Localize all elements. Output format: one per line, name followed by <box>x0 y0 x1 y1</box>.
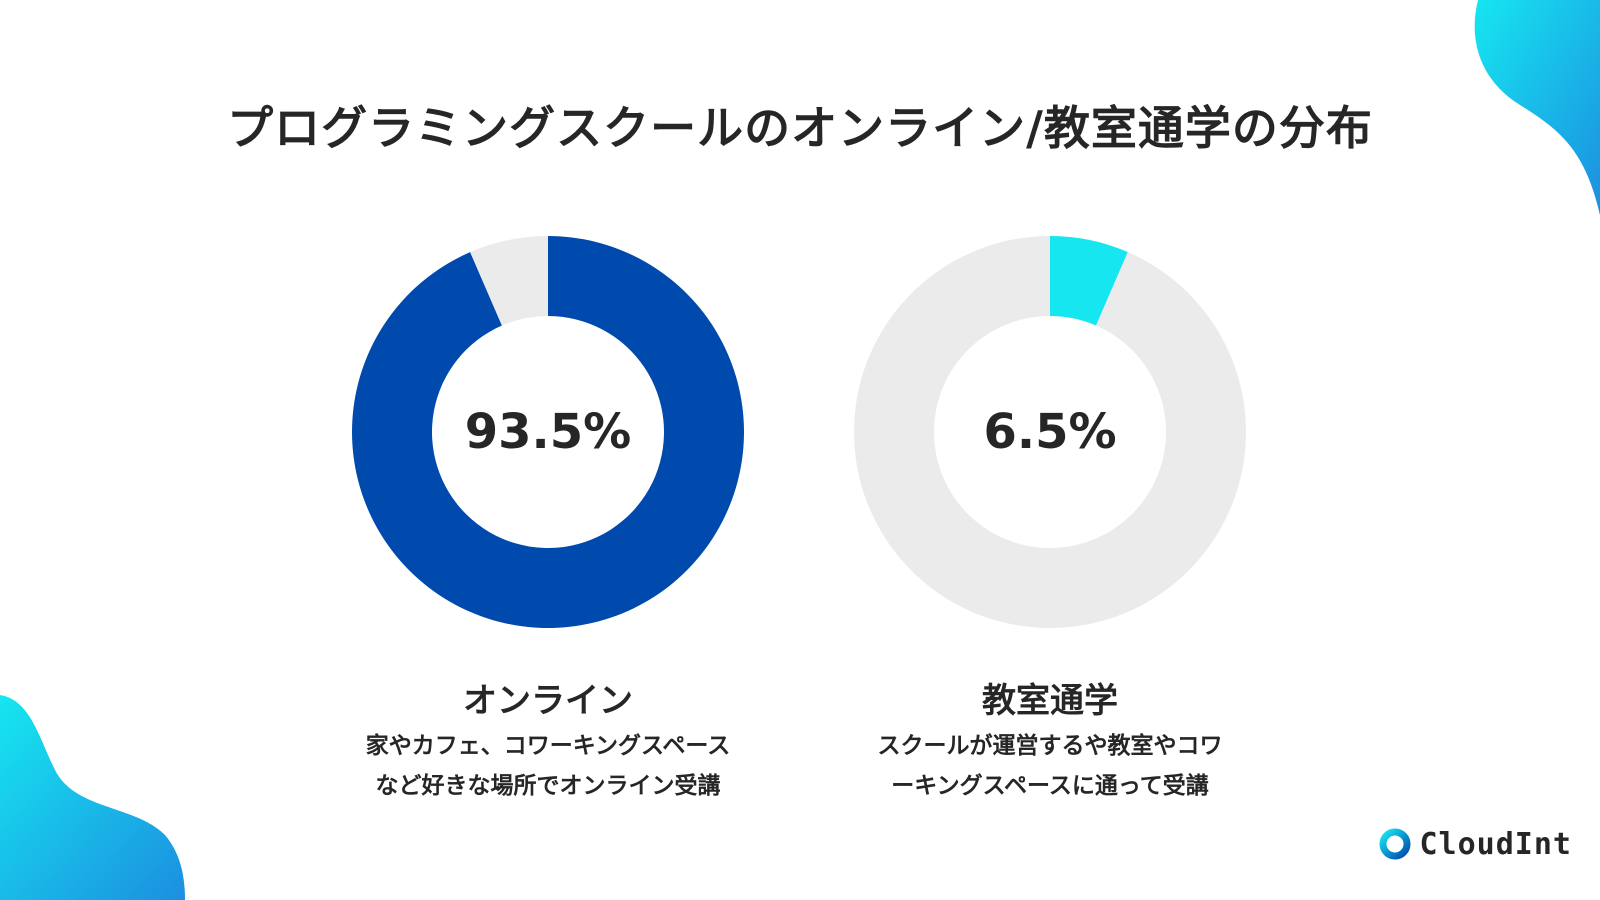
decorative-blob-top-right <box>1474 0 1600 215</box>
brand-logo: CloudInt <box>1378 826 1573 862</box>
cloudint-ring-icon <box>1379 828 1410 860</box>
donut-slice-value <box>1050 236 1128 326</box>
label-online: オンライン <box>463 681 633 721</box>
donut-slice-remainder <box>853 235 1246 628</box>
donut-svg-classroom <box>853 235 1246 628</box>
description-classroom-line2: ーキングスペースに通って受講 <box>891 773 1209 799</box>
decorative-blob-bottom-left <box>0 695 185 900</box>
donut-slice-remainder <box>470 236 548 326</box>
description-online: 家やカフェ、コワーキングスペース など好きな場所でオンライン受講 <box>318 726 778 806</box>
percent-online: 93.5% <box>464 404 632 460</box>
donut-chart-classroom: 6.5% <box>850 232 1250 632</box>
description-online-line1: 家やカフェ、コワーキングスペース <box>365 733 731 759</box>
brand-logo-text: CloudInt <box>1419 826 1572 862</box>
description-online-line2: など好きな場所でオンライン受講 <box>375 773 721 799</box>
description-classroom: スクールが運営するや教室やコワ ーキングスペースに通って受講 <box>820 726 1280 806</box>
page-title: プログラミングスクールのオンライン/教室通学の分布 <box>227 101 1373 155</box>
donut-slice-value <box>351 236 744 628</box>
donut-svg-online <box>351 236 744 628</box>
description-classroom-line1: スクールが運営するや教室やコワ <box>877 733 1223 759</box>
percent-classroom: 6.5% <box>983 404 1117 460</box>
donut-chart-online: 93.5% <box>348 232 748 632</box>
label-classroom: 教室通学 <box>982 681 1118 721</box>
